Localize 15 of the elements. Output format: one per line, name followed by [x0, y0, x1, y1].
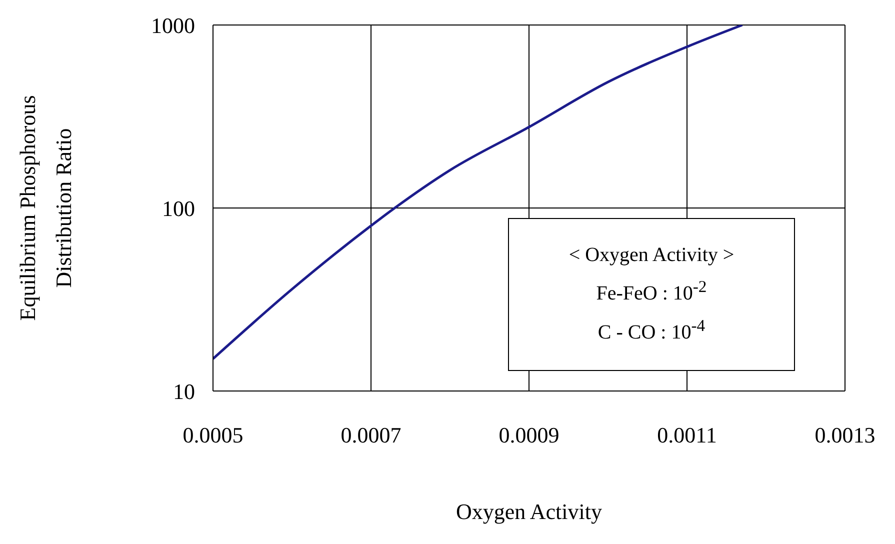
x-tick-label: 0.0007	[340, 422, 402, 448]
y-tick-label: 1000	[151, 12, 195, 38]
line-series	[213, 25, 744, 360]
x-tick-label: 0.0009	[498, 422, 560, 448]
y-tick-label: 100	[162, 196, 195, 221]
x-axis-title: Oxygen Activity	[456, 499, 602, 524]
x-tick-label: 0.0005	[182, 422, 244, 448]
text-box: < Oxygen Activity > Fe-FeO : 10$^{-2}$ C - CO : 10$^{-4}$	[508, 218, 795, 371]
x-tick-label: 0.0013	[814, 422, 876, 448]
y-tick-label: 10	[173, 378, 195, 404]
y-axis-title: Equilibrium Phosphorous Distribution Ratio	[15, 95, 76, 321]
annotation: C - CO : 10$^{-4}$	[598, 316, 706, 345]
annotation: < Oxygen Activity >	[568, 244, 734, 268]
x-tick-label: 0.0011	[657, 422, 717, 448]
annotation: Fe-FeO : 10$^{-2}$	[596, 277, 707, 306]
